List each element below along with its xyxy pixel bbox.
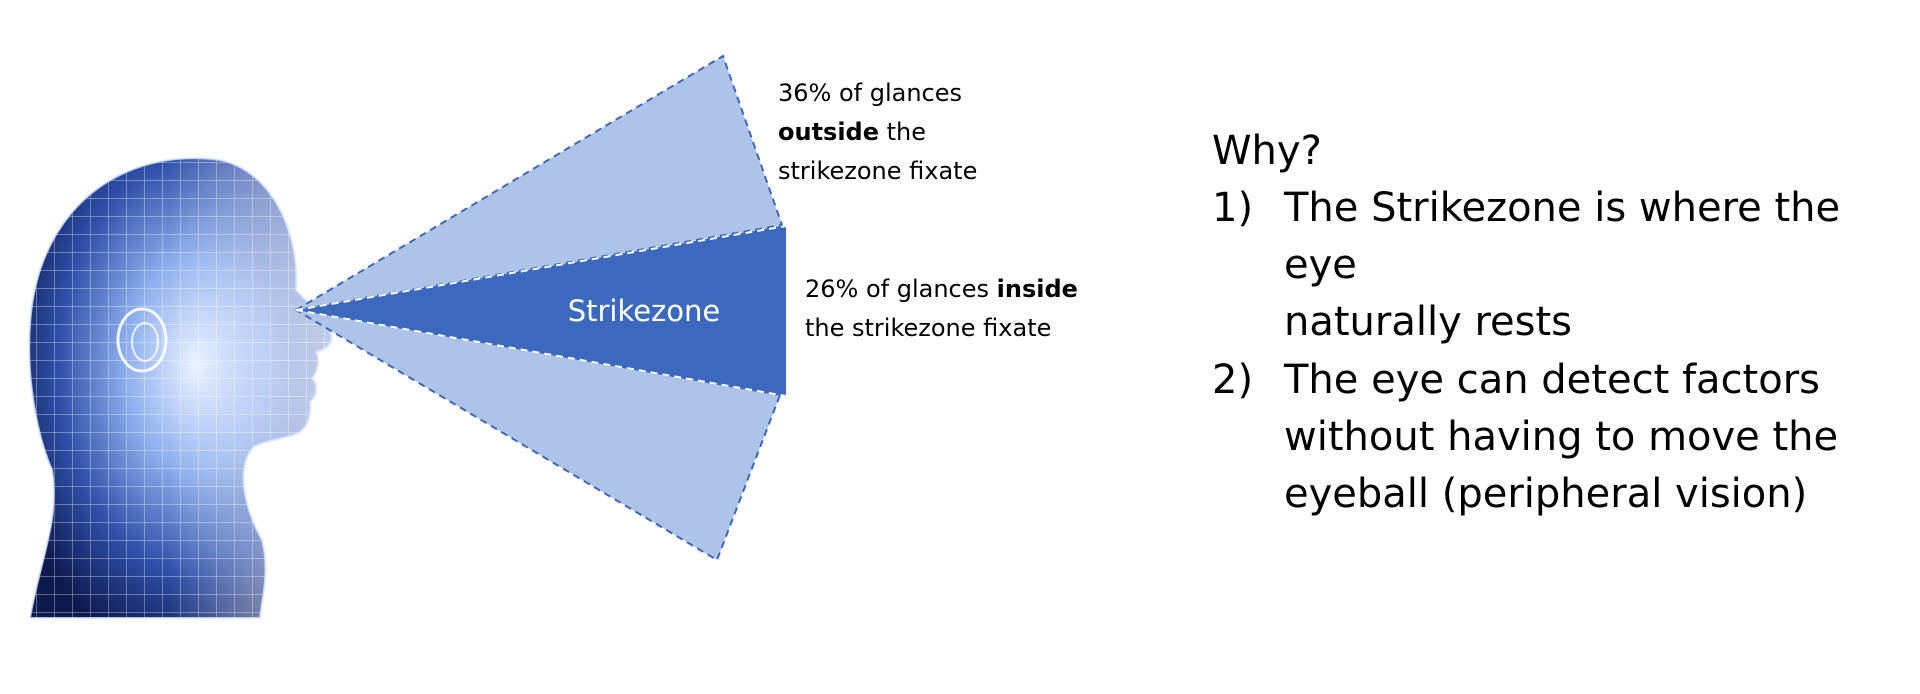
outside-callout-line1: 36% of glances: [778, 79, 963, 107]
upper-peripheral-cone: [295, 54, 784, 311]
ear-icon: [116, 307, 168, 373]
inside-callout-line1: 26% of glances: [805, 275, 997, 303]
inside-glances-callout: 26% of glances inside the strikezone fixa…: [805, 270, 1125, 348]
outside-callout-line3: strikezone fixate: [778, 157, 978, 185]
inside-callout-bold: inside: [996, 275, 1078, 303]
head-icon: [28, 157, 333, 619]
why-title: Why?: [1212, 128, 1322, 174]
outside-glances-callout: 36% of glances outside the strikezone fixa…: [778, 74, 1038, 191]
reason-text-line: The Strikezone is where the eye: [1284, 185, 1841, 288]
strikezone-label: Strikezone: [568, 294, 721, 328]
outside-callout-bold: outside: [778, 118, 880, 146]
inside-callout-line2: the strikezone fixate: [805, 314, 1052, 342]
reason-number: 1): [1212, 185, 1254, 231]
reason-text-line: without having to move the: [1284, 414, 1839, 460]
outside-callout-the: the: [879, 118, 927, 146]
strikezone-cone: [295, 225, 787, 397]
reason-number: 2): [1212, 357, 1254, 403]
why-panel: Why? 1) The Strikezone is where the eye …: [1212, 122, 1912, 523]
reason-item: 1) The Strikezone is where the eye natur…: [1212, 180, 1912, 351]
reason-text-line: naturally rests: [1284, 299, 1573, 345]
reason-item: 2) The eye can detect factors without ha…: [1212, 352, 1912, 523]
reason-text-line: The eye can detect factors: [1284, 357, 1820, 403]
reason-text-line: eyeball (peripheral vision): [1284, 471, 1808, 517]
